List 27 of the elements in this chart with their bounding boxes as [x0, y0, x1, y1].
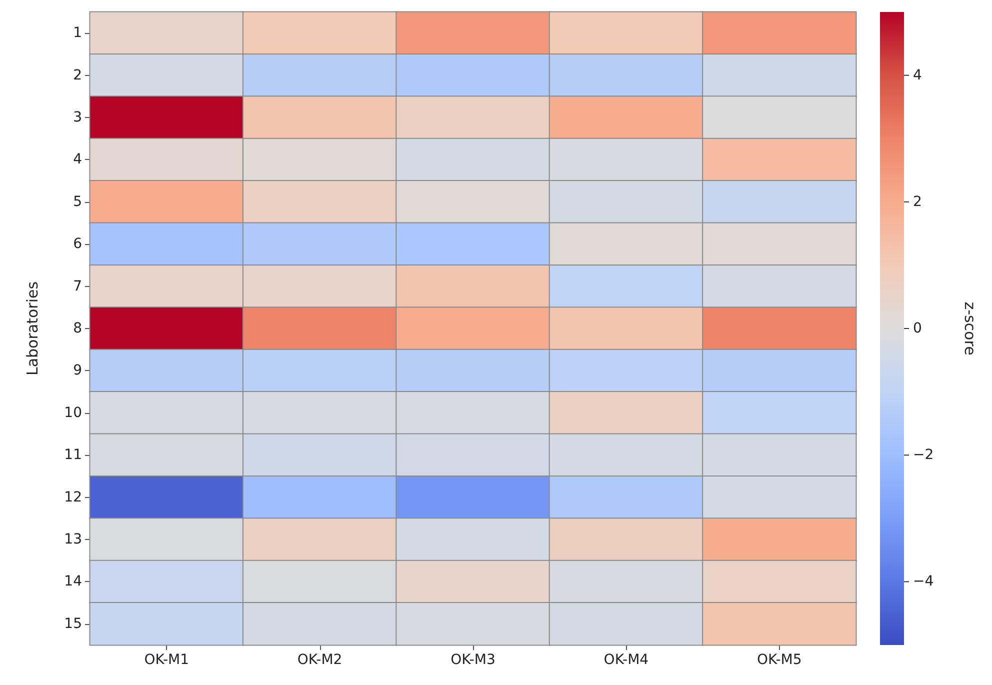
y-tick-label: 15 [64, 616, 82, 632]
y-tick-label: 1 [73, 25, 82, 42]
y-tick-label: 12 [64, 489, 82, 506]
color-bar-label: −2 [913, 447, 934, 464]
color-bar-label: −4 [913, 574, 934, 590]
y-tick-label: 8 [73, 320, 82, 336]
x-tick-label: OK-M3 [450, 652, 496, 668]
y-tick-label: 14 [64, 574, 82, 590]
y-axis-title: Laboratories [24, 281, 42, 376]
x-tick-label: OK-M1 [144, 652, 189, 668]
x-tick-label: OK-M5 [757, 652, 802, 668]
color-bar-label: 4 [913, 67, 922, 84]
x-tick-label: OK-M4 [604, 652, 649, 668]
y-tick-label: 10 [64, 404, 82, 421]
y-tick-label: 7 [73, 278, 82, 294]
y-tick-label: 5 [73, 194, 82, 210]
y-tick-label: 9 [73, 362, 82, 379]
x-tick-label: OK-M2 [297, 652, 342, 668]
y-tick-label: 6 [73, 236, 82, 252]
y-tick-label: 3 [73, 110, 82, 126]
y-tick-label: 2 [73, 67, 82, 84]
color-bar-label: 2 [913, 194, 922, 210]
color-bar-label: 0 [913, 320, 922, 336]
y-tick-label: 11 [64, 447, 82, 464]
y-tick-label: 13 [64, 532, 82, 548]
y-tick-label: 4 [73, 152, 82, 168]
color-bar-title: z-score [961, 302, 979, 356]
